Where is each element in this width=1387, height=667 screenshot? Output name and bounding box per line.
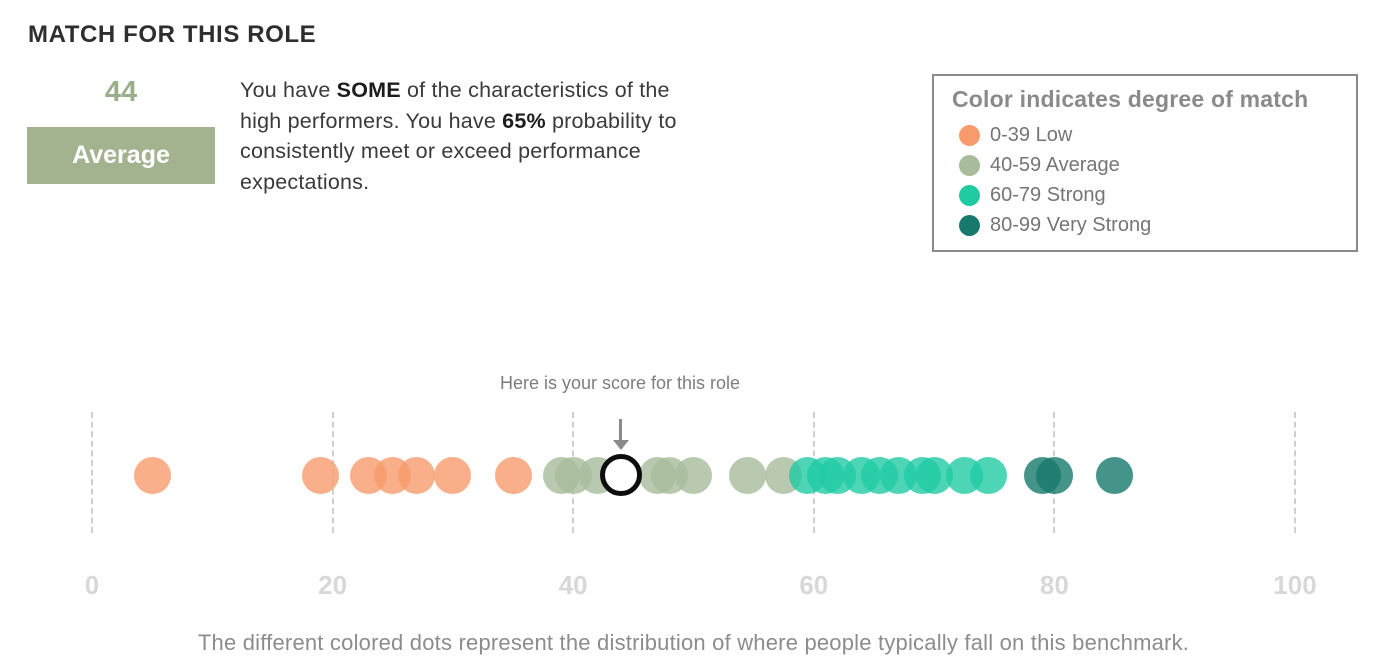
down-arrow-icon [612,440,629,450]
legend-item: 60-79 Strong [959,180,1344,210]
distribution-dot [1035,456,1073,494]
distribution-dot [434,456,472,494]
score-value: 44 [104,76,138,108]
gridline [91,412,93,533]
axis-tick-label: 0 [84,570,100,600]
down-arrow-icon [619,419,622,440]
score-badge: Average [27,127,215,184]
axis-tick-label: 20 [318,570,348,600]
legend-item: 0-39 Low [959,120,1344,150]
chart-caption: The different colored dots represent the… [197,630,1190,655]
legend-swatch-circle-icon [959,154,980,176]
legend-title: Color indicates degree of match [952,86,1309,112]
legend-item-label: 0-39 Low [990,123,1073,146]
result-description: You have SOME of the characteristics of … [240,75,710,197]
description-segment: You have [240,78,337,102]
description-segment-bold: 65% [502,108,546,133]
distribution-dot [969,456,1007,494]
axis-tick-label: 80 [1039,570,1069,600]
description-segment: of the characteristics of the high perfo… [240,78,670,133]
legend-item-label: 40-59 Average [990,153,1120,176]
distribution-dot [398,456,436,494]
legend-swatch-circle-icon [959,124,980,146]
distribution-dot [302,456,340,494]
legend-item: 40-59 Average [959,150,1344,180]
distribution-dot [133,456,171,494]
distribution-dot [1096,456,1134,494]
user-score-marker [600,454,643,496]
gridline [1294,412,1296,533]
legend-item-label: 80-99 Very Strong [990,213,1152,236]
axis-tick-label: 40 [558,570,588,600]
axis-tick-label: 100 [1273,570,1317,600]
legend-item: 80-99 Very Strong [959,210,1344,240]
distribution-dot [494,456,532,494]
axis-tick-label: 60 [799,570,829,600]
distribution-dot [729,456,767,494]
legend: Color indicates degree of match 0-39 Low… [932,74,1358,252]
score-annotation: Here is your score for this role [499,373,741,393]
page-title: MATCH FOR THIS ROLE [28,21,317,48]
description-segment: probability to consistently meet or exce… [240,108,677,194]
legend-swatch-circle-icon [959,214,980,236]
description-segment-bold: SOME [336,78,401,102]
distribution-dot [675,456,712,494]
legend-item-label: 60-79 Strong [990,183,1106,206]
legend-items: 0-39 Low 40-59 Average 60-79 Strong 80-99 V… [952,120,1344,240]
legend-swatch-circle-icon [959,184,980,206]
